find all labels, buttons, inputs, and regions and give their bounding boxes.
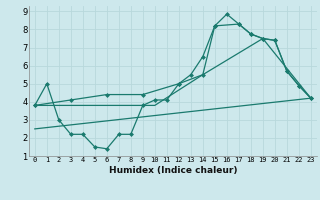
X-axis label: Humidex (Indice chaleur): Humidex (Indice chaleur) [108, 166, 237, 175]
